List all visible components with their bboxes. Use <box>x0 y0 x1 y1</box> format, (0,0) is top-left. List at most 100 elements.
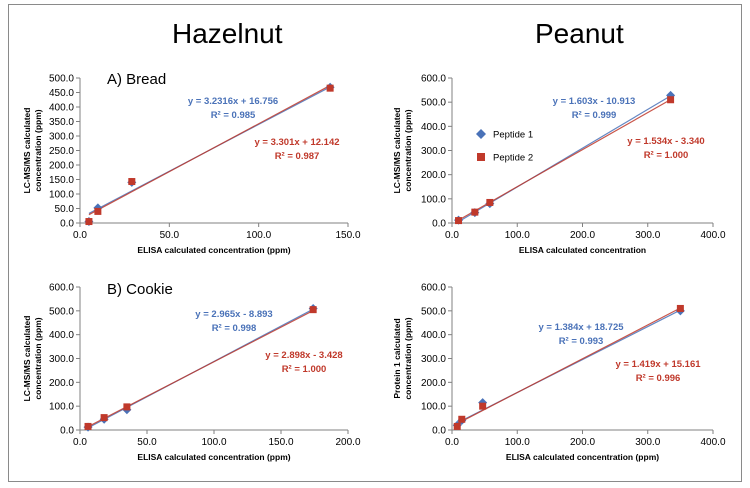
y-axis-label: LC-MS/MS calculatedconcentration (ppm) <box>392 108 413 194</box>
x-tick-label: 0.0 <box>445 437 459 448</box>
data-point-series-2 <box>85 218 93 226</box>
data-point-series-2 <box>479 402 487 410</box>
y-axis-label: LC-MS/MS calculatedconcentration (ppm) <box>22 316 43 402</box>
r2-series-2: R² = 1.000 <box>644 150 689 161</box>
data-point-series-2 <box>100 414 108 422</box>
y-tick-label: 0.0 <box>432 219 446 230</box>
y-tick-label: 400.0 <box>49 330 74 341</box>
y-tick-label: 300.0 <box>49 132 74 143</box>
equation-series-2: y = 1.534x - 3.340 <box>627 136 704 147</box>
r2-series-1: R² = 0.999 <box>572 110 617 121</box>
data-point-series-2 <box>94 207 102 215</box>
x-tick-label: 200.0 <box>335 437 360 448</box>
y-tick-label: 400.0 <box>421 122 446 133</box>
trendline-1 <box>458 95 671 223</box>
equation-series-1: y = 1.384x + 18.725 <box>538 322 624 333</box>
r2-series-1: R² = 0.985 <box>211 110 256 121</box>
y-tick-label: 0.0 <box>60 426 74 437</box>
y-tick-label: 400.0 <box>421 330 446 341</box>
y-tick-label: 300.0 <box>49 354 74 365</box>
hazelnut-bread-chart: 0.0 50.0 100.0 150.0 200.0 250.0 300.0 350.0 400… <box>22 71 361 255</box>
panel-label: A) Bread <box>107 71 166 88</box>
y-tick-label: 500.0 <box>421 306 446 317</box>
y-tick-label: 400.0 <box>49 103 74 114</box>
panel-label: B) Cookie <box>107 281 173 298</box>
y-axis-label: Protein 1 calculatedconcentration (ppm) <box>392 317 413 399</box>
data-point-series-2 <box>309 306 317 314</box>
legend-marker-series-2 <box>477 153 485 161</box>
y-tick-label: 500.0 <box>49 74 74 85</box>
y-tick-label: 450.0 <box>49 88 74 99</box>
y-tick-label: 200.0 <box>49 378 74 389</box>
x-axis-label: ELISA calculated concentration (ppm) <box>506 452 659 462</box>
y-tick-label: 0.0 <box>432 426 446 437</box>
y-tick-label: 100.0 <box>49 402 74 413</box>
x-tick-label: 200.0 <box>570 230 595 241</box>
peanut-title: Peanut <box>535 18 624 49</box>
y-tick-label: 600.0 <box>49 283 74 294</box>
legend-marker-series-1 <box>476 129 486 139</box>
equation-series-1: y = 2.965x - 8.893 <box>195 309 272 320</box>
data-point-series-2 <box>667 96 675 104</box>
y-tick-label: 300.0 <box>421 146 446 157</box>
equation-series-1: y = 1.603x - 10.913 <box>553 96 636 107</box>
hazelnut-title: Hazelnut <box>172 18 283 49</box>
peanut-cookie-chart: 0.0 100.0 200.0 300.0 400.0 500.0 600.0 0.0 100.… <box>392 283 726 463</box>
y-tick-label: 50.0 <box>55 204 75 215</box>
y-tick-label: 100.0 <box>421 194 446 205</box>
y-tick-label: 200.0 <box>421 170 446 181</box>
y-tick-label: 600.0 <box>421 283 446 294</box>
x-axis-label: ELISA calculated concentration (ppm) <box>137 452 290 462</box>
r2-series-1: R² = 0.998 <box>212 323 257 334</box>
x-tick-label: 100.0 <box>505 230 530 241</box>
trendline-2 <box>456 307 681 425</box>
x-tick-label: 300.0 <box>635 437 660 448</box>
hazelnut-cookie-chart: 0.0 100.0 200.0 300.0 400.0 500.0 600.0 0.0 50.0… <box>22 281 361 462</box>
equation-series-1: y = 3.2316x + 16.756 <box>188 96 278 107</box>
r2-series-1: R² = 0.993 <box>559 336 604 347</box>
data-point-series-2 <box>453 422 461 430</box>
x-tick-label: 0.0 <box>445 230 459 241</box>
y-tick-label: 500.0 <box>49 306 74 317</box>
x-tick-label: 100.0 <box>246 230 271 241</box>
data-point-series-2 <box>471 208 479 216</box>
equation-series-2: y = 1.419x + 15.161 <box>615 359 701 370</box>
figure-frame <box>8 4 742 482</box>
x-tick-label: 50.0 <box>137 437 157 448</box>
y-tick-label: 200.0 <box>49 161 74 172</box>
x-tick-label: 200.0 <box>570 437 595 448</box>
y-tick-label: 600.0 <box>421 74 446 85</box>
x-tick-label: 50.0 <box>160 230 180 241</box>
x-tick-label: 0.0 <box>73 230 87 241</box>
trendline-2 <box>87 310 314 428</box>
r2-series-2: R² = 0.987 <box>275 151 320 162</box>
trendline-2 <box>88 84 331 216</box>
x-tick-label: 300.0 <box>635 230 660 241</box>
equation-series-2: y = 3.301x + 12.142 <box>254 137 339 148</box>
y-tick-label: 0.0 <box>60 219 74 230</box>
y-axis-label: LC-MS/MS calculatedconcentration (ppm) <box>22 108 43 194</box>
data-point-series-2 <box>458 415 466 423</box>
data-point-series-2 <box>676 304 684 312</box>
data-point-series-2 <box>128 178 136 186</box>
y-tick-label: 250.0 <box>49 146 74 157</box>
trendline-2 <box>458 99 671 221</box>
x-tick-label: 100.0 <box>505 437 530 448</box>
r2-series-2: R² = 0.996 <box>636 373 681 384</box>
peanut-bread-chart: 0.0 100.0 200.0 300.0 400.0 500.0 600.0 0.0 100.… <box>392 74 726 256</box>
x-tick-label: 100.0 <box>201 437 226 448</box>
y-tick-label: 300.0 <box>421 354 446 365</box>
y-tick-label: 350.0 <box>49 117 74 128</box>
r2-series-2: R² = 1.000 <box>282 364 327 375</box>
x-tick-label: 400.0 <box>700 437 725 448</box>
data-point-series-2 <box>486 198 494 206</box>
equation-series-2: y = 2.898x - 3.428 <box>265 350 342 361</box>
y-tick-label: 200.0 <box>421 378 446 389</box>
y-tick-label: 100.0 <box>421 402 446 413</box>
y-tick-label: 500.0 <box>421 98 446 109</box>
y-tick-label: 150.0 <box>49 175 74 186</box>
legend-entry: Peptide 2 <box>493 153 533 164</box>
data-point-series-2 <box>326 84 334 92</box>
